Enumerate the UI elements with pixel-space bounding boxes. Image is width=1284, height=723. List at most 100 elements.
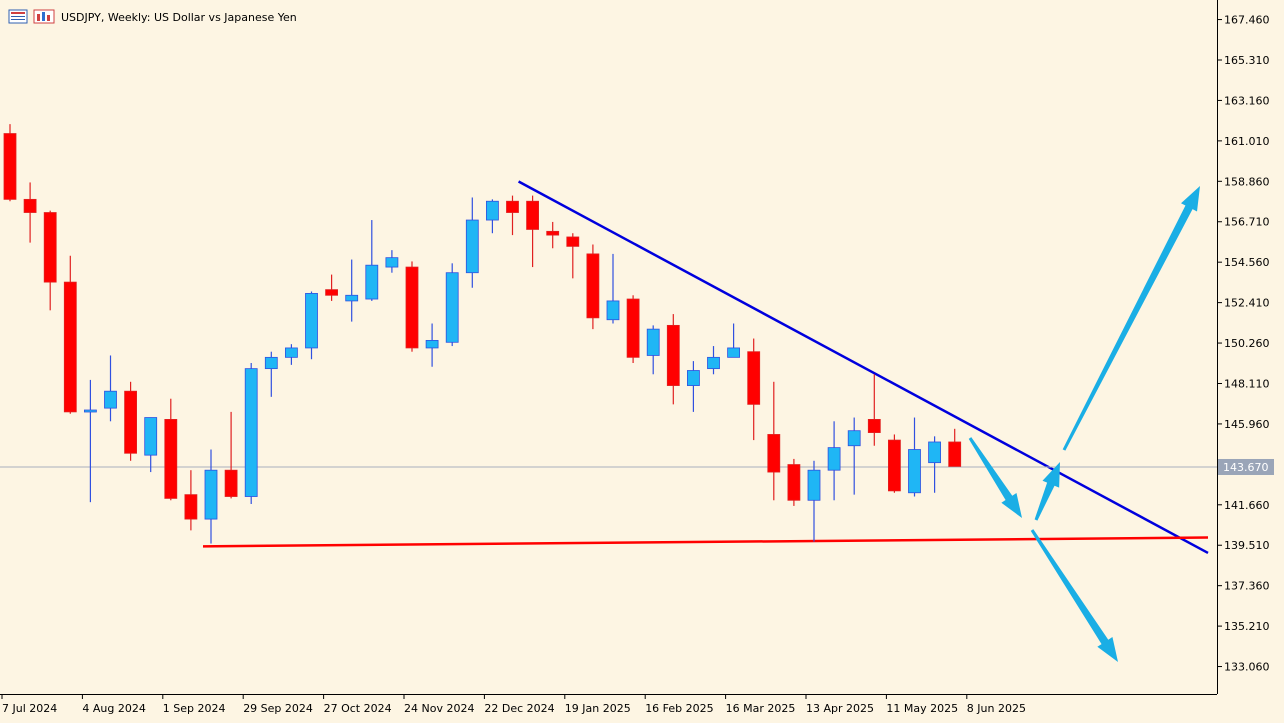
candle [144, 417, 158, 473]
price-tick-label: 163.160 [1224, 94, 1270, 107]
candle [124, 381, 137, 461]
candle-body [526, 200, 539, 230]
price-axis[interactable]: 167.460 165.310 163.160 161.010 158.860 156.7… [1217, 14, 1274, 674]
candle [465, 197, 479, 288]
candle [284, 344, 298, 365]
analysis-lines [0, 180, 1217, 555]
time-tick-label: 24 Nov 2024 [404, 702, 474, 715]
candle-body [63, 281, 77, 413]
time-tick-label: 4 Aug 2024 [82, 702, 145, 715]
forecast-arrows [968, 186, 1200, 662]
candle-body [606, 300, 620, 321]
candle [84, 379, 97, 503]
candle [847, 417, 861, 495]
candle-body [305, 292, 318, 349]
horizontal-support [202, 536, 1209, 548]
price-tick-label: 156.710 [1224, 216, 1270, 229]
candle [365, 220, 379, 301]
candle-body [586, 253, 600, 319]
candle-body [646, 328, 660, 356]
candle [526, 195, 539, 268]
candle [767, 381, 781, 501]
time-tick-label: 16 Mar 2025 [726, 702, 796, 715]
time-tick-label: 13 Apr 2025 [806, 702, 874, 715]
candle-body [84, 409, 97, 413]
candle-body [3, 133, 17, 200]
candle [104, 355, 117, 422]
candle [244, 362, 258, 505]
candle [948, 428, 962, 467]
candle-body [928, 441, 941, 464]
price-tick-label: 167.460 [1224, 14, 1270, 27]
candle [405, 261, 419, 352]
candle-body [43, 212, 57, 283]
arrow-down-to-support [968, 437, 1022, 518]
candle [43, 210, 57, 311]
candle-body [124, 390, 137, 454]
candle-body [465, 219, 479, 274]
candle [164, 398, 178, 501]
candle-body [144, 417, 158, 456]
time-tick-label: 22 Dec 2024 [484, 702, 554, 715]
time-tick-label: 27 Oct 2024 [324, 702, 392, 715]
candle-body [244, 368, 258, 497]
chart-window-icon[interactable] [8, 9, 28, 24]
candle-body [325, 289, 339, 296]
candle [184, 470, 198, 531]
time-tick-label: 29 Sep 2024 [243, 702, 313, 715]
candle [325, 274, 339, 301]
time-axis[interactable]: 7 Jul 2024 4 Aug 2024 1 Sep 2024 29 Sep 202… [1, 694, 1026, 715]
price-tick-label: 145.960 [1224, 418, 1270, 431]
candle [747, 338, 761, 441]
candle [646, 325, 660, 375]
time-tick-label: 7 Jul 2024 [2, 702, 57, 715]
chart-properties-icon[interactable] [33, 9, 55, 24]
candle [3, 124, 17, 202]
price-tick-label: 133.060 [1224, 661, 1270, 674]
price-tick-label: 137.360 [1224, 580, 1270, 593]
candle [546, 221, 560, 249]
chart-title: USDJPY, Weekly: US Dollar vs Japanese Ye… [61, 11, 297, 24]
candle [63, 255, 77, 414]
candle-body [666, 324, 680, 386]
candle [566, 233, 580, 279]
candle [445, 263, 459, 347]
candle-body [827, 447, 841, 471]
candle-body [546, 230, 560, 236]
candle [23, 182, 37, 243]
time-tick-label: 8 Jun 2025 [967, 702, 1026, 715]
candle-body [104, 390, 117, 409]
price-tick-label: 141.660 [1224, 499, 1270, 512]
candle-body [445, 272, 459, 343]
candle [626, 295, 640, 363]
price-tick-label: 148.110 [1224, 377, 1270, 390]
candle-body [405, 266, 419, 349]
time-tick-label: 11 May 2025 [886, 702, 958, 715]
candle [666, 314, 680, 405]
candle [908, 417, 921, 497]
candle-body [908, 449, 921, 494]
candle-body [365, 264, 379, 300]
candle [264, 351, 278, 397]
candle-body [204, 469, 218, 520]
price-tick-label: 135.210 [1224, 620, 1270, 633]
candle [707, 346, 720, 375]
candle [787, 458, 801, 506]
candle [928, 436, 941, 493]
candle-body [284, 347, 298, 358]
candle-body [747, 351, 761, 405]
candle-body [867, 419, 881, 433]
candle-body [345, 294, 359, 302]
current-price-label: 143.670 [1223, 461, 1269, 474]
candle-body [888, 439, 901, 492]
candle-body [224, 469, 238, 497]
candle-body [787, 464, 801, 501]
candle-body [506, 200, 519, 213]
candle-body [727, 347, 740, 358]
time-tick-label: 19 Jan 2025 [565, 702, 631, 715]
time-tick-label: 16 Feb 2025 [645, 702, 713, 715]
candle-body [485, 200, 499, 221]
candle [867, 374, 881, 446]
